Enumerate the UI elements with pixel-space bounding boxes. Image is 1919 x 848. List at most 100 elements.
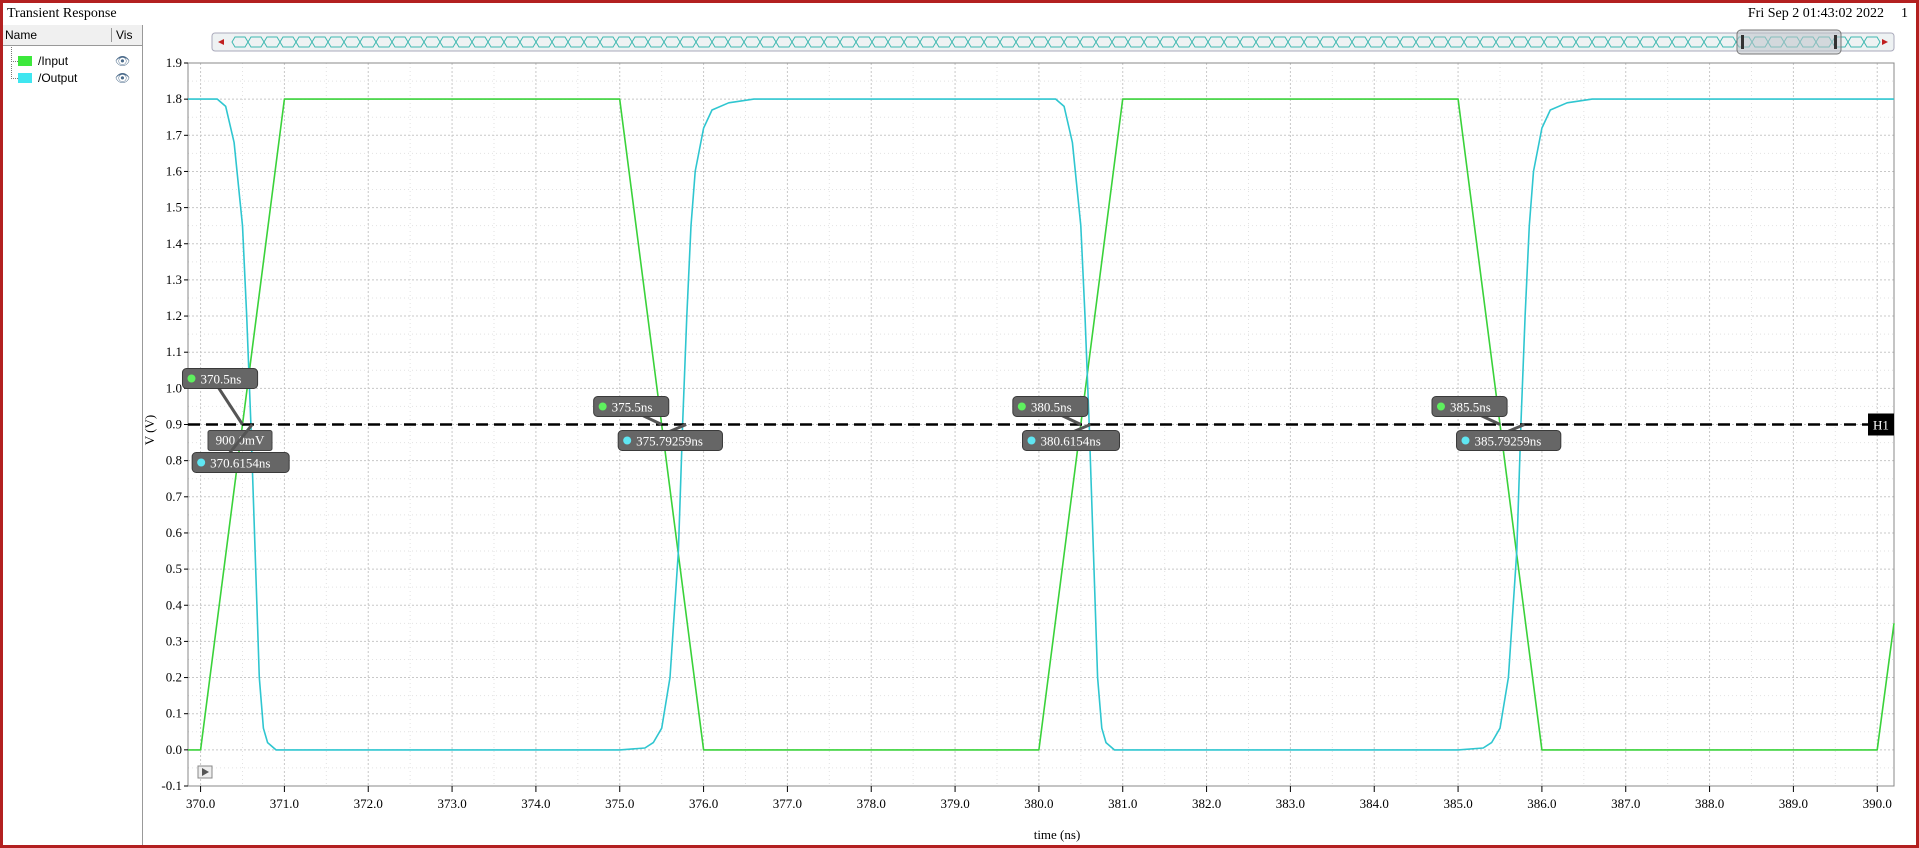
y-tick-label: 1.2 bbox=[166, 308, 182, 323]
y-tick-label: 0.1 bbox=[166, 706, 182, 721]
marker-badge bbox=[593, 396, 670, 417]
tree-line bbox=[11, 47, 18, 62]
y-tick-label: 1.7 bbox=[166, 127, 183, 142]
x-tick-label: 388.0 bbox=[1695, 796, 1724, 811]
x-tick-label: 379.0 bbox=[940, 796, 969, 811]
waveform-plot: 370.0 371.0 372.0 373.0 374.0 375.0 376.0 377.0… bbox=[142, 29, 1895, 842]
marker-badge bbox=[1456, 430, 1562, 451]
output-color-swatch bbox=[18, 73, 32, 83]
timestamp: Fri Sep 2 01:43:02 2022 bbox=[1747, 6, 1884, 21]
x-tick-label: 373.0 bbox=[437, 796, 466, 811]
series-layer bbox=[188, 98, 1895, 751]
x-tick-label: 378.0 bbox=[857, 796, 886, 811]
y-tick-label: 1.5 bbox=[166, 200, 182, 215]
y-tick-label: 0.3 bbox=[166, 633, 182, 648]
marker-label: 375.79259ns bbox=[636, 434, 703, 449]
y-tick-label: 1.4 bbox=[166, 236, 183, 251]
x-tick-label: 387.0 bbox=[1611, 796, 1640, 811]
x-tick-label: 382.0 bbox=[1192, 796, 1221, 811]
overview-scrollbar[interactable] bbox=[211, 29, 1895, 55]
marker-badge bbox=[181, 368, 259, 389]
marker-label: 385.5ns bbox=[1450, 400, 1491, 415]
y-tick-label: 0.8 bbox=[166, 453, 182, 468]
h1-marker-tag bbox=[1868, 413, 1894, 436]
marker-label: 380.6154ns bbox=[1040, 434, 1100, 449]
y-tick-label: 1.0 bbox=[166, 380, 182, 395]
x-tick-label: 370.0 bbox=[186, 796, 215, 811]
x-tick-label: 383.0 bbox=[1276, 796, 1305, 811]
marker-badge bbox=[1021, 430, 1120, 451]
marker-badge bbox=[617, 430, 723, 451]
title-bar: Transient Response Fri Sep 2 01:43:02 20… bbox=[3, 3, 1916, 25]
y-tick-label: 1.8 bbox=[166, 91, 182, 106]
marker-label: 385.79259ns bbox=[1475, 434, 1542, 449]
marker-label: 375.5ns bbox=[612, 400, 653, 415]
y-tick-label: 0.9 bbox=[166, 417, 182, 432]
y-tick-label: 0.2 bbox=[166, 670, 182, 685]
marker-dot bbox=[1027, 436, 1036, 445]
signal-legend-panel: Name Vis /Input 👁 /Output 👁 bbox=[3, 25, 143, 845]
marker-dot bbox=[1461, 436, 1470, 445]
legend-header: Name Vis bbox=[3, 25, 142, 46]
horizontal-marker[interactable]: H1900.0mV bbox=[188, 413, 1894, 451]
x-tick-label: 389.0 bbox=[1779, 796, 1808, 811]
y-tick-label: 1.3 bbox=[166, 272, 182, 287]
play-triangle-icon bbox=[202, 768, 209, 776]
output-series-line bbox=[188, 98, 1894, 751]
axes: 370.0 371.0 372.0 373.0 374.0 375.0 376.0 377.0… bbox=[161, 55, 1895, 811]
y-tick-label: 1.1 bbox=[166, 344, 182, 359]
marker-badge bbox=[191, 452, 290, 473]
marker-dot bbox=[1017, 402, 1026, 411]
marker-dot bbox=[623, 436, 632, 445]
legend-item-label[interactable]: /Output bbox=[38, 71, 78, 85]
y-tick-label: 1.9 bbox=[166, 55, 182, 70]
marker-badge bbox=[1012, 396, 1089, 417]
x-tick-label: 386.0 bbox=[1527, 796, 1556, 811]
x-tick-label: 385.0 bbox=[1443, 796, 1472, 811]
thumb-grip-right bbox=[1834, 35, 1837, 49]
x-tick-label: 381.0 bbox=[1108, 796, 1137, 811]
y-tick-label: 0.0 bbox=[166, 742, 182, 757]
scroll-left-arrow-icon[interactable] bbox=[218, 39, 224, 45]
thumb-grip-left bbox=[1741, 35, 1744, 49]
legend-item-output[interactable]: /Output 👁 bbox=[3, 64, 142, 88]
x-tick-label: 376.0 bbox=[689, 796, 718, 811]
y-tick-label: 1.6 bbox=[166, 163, 183, 178]
scroll-right-arrow-icon[interactable] bbox=[1882, 39, 1888, 45]
scrollbar-waveform-preview bbox=[231, 36, 1881, 48]
legend-item-input[interactable]: /Input 👁 bbox=[3, 47, 142, 71]
marker-badge bbox=[1431, 396, 1508, 417]
y-axis-label: V (V) bbox=[142, 415, 157, 445]
h1-marker-label: H1 bbox=[1873, 418, 1889, 433]
y-tick-label: 0.7 bbox=[166, 489, 183, 504]
input-series-line bbox=[188, 98, 1895, 751]
x-tick-label: 390.0 bbox=[1863, 796, 1892, 811]
marker-label: 370.5ns bbox=[200, 372, 241, 387]
x-tick-label: 384.0 bbox=[1360, 796, 1389, 811]
marker-label: 380.5ns bbox=[1031, 400, 1072, 415]
marker-label: 370.6154ns bbox=[210, 456, 270, 471]
marker-dot bbox=[1436, 402, 1445, 411]
crossing-markers[interactable]: 370.5ns 370.6154ns 375.5ns 375.79259ns 380.5… bbox=[181, 368, 1562, 473]
y-tick-label: -0.1 bbox=[161, 778, 182, 793]
x-tick-label: 375.0 bbox=[605, 796, 634, 811]
x-tick-label: 372.0 bbox=[354, 796, 383, 811]
y-tick-label: 0.6 bbox=[166, 525, 183, 540]
tree-line bbox=[11, 64, 18, 79]
legend-header-vis[interactable]: Vis bbox=[111, 28, 132, 42]
subwindow-number: 1 bbox=[1901, 6, 1908, 21]
legend-item-label[interactable]: /Input bbox=[38, 54, 69, 68]
marker-dot bbox=[187, 374, 196, 383]
y-tick-label: 0.5 bbox=[166, 561, 182, 576]
legend-header-name[interactable]: Name bbox=[5, 28, 38, 42]
scrollbar-thumb[interactable] bbox=[1736, 29, 1842, 55]
marker-dot bbox=[197, 458, 206, 467]
x-tick-label: 374.0 bbox=[521, 796, 550, 811]
eye-icon[interactable]: 👁 bbox=[115, 54, 131, 68]
y-tick-label: 0.4 bbox=[166, 597, 183, 612]
x-tick-label: 377.0 bbox=[773, 796, 802, 811]
scrollbar-track bbox=[211, 32, 1895, 52]
window-title: Transient Response bbox=[7, 6, 117, 21]
eye-icon[interactable]: 👁 bbox=[115, 71, 131, 85]
